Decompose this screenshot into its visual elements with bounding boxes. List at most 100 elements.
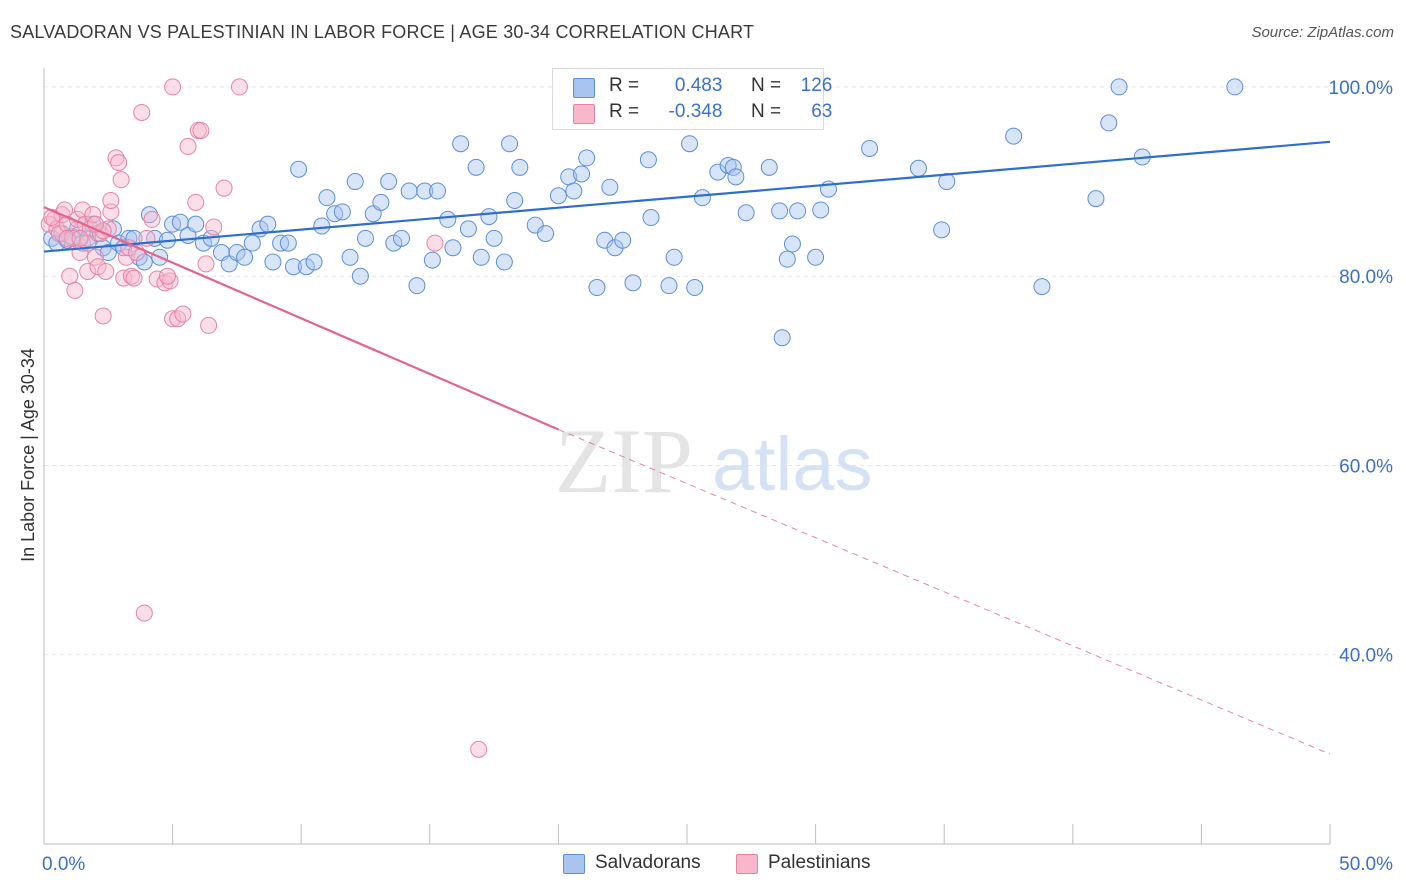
point-salvadoran [665, 248, 683, 266]
legend-r-value: -0.348 [668, 101, 723, 122]
legend-n-value: 126 [800, 75, 833, 96]
point-salvadoran [467, 158, 485, 176]
point-salvadoran [578, 149, 596, 167]
point-palestinian [192, 121, 210, 139]
x-tick-label: 0.0% [42, 854, 85, 875]
point-palestinian [200, 316, 218, 334]
chart-title: SALVADORAN VS PALESTINIAN IN LABOR FORCE… [10, 22, 755, 42]
point-salvadoran [279, 234, 297, 252]
y-tick-label: 100.0% [1329, 78, 1394, 99]
point-palestinian [66, 281, 84, 299]
point-salvadoran [264, 253, 282, 271]
point-salvadoran [372, 193, 390, 211]
point-salvadoran [724, 158, 742, 176]
point-palestinian [71, 229, 89, 247]
point-salvadoran [380, 173, 398, 191]
point-salvadoran [1087, 190, 1105, 208]
point-salvadoran [346, 173, 364, 191]
axes [43, 68, 1331, 845]
point-palestinian [158, 267, 176, 285]
point-salvadoran [408, 277, 426, 295]
point-salvadoran [140, 206, 158, 224]
point-salvadoran [313, 217, 331, 235]
point-salvadoran [429, 182, 447, 200]
point-salvadoran [861, 139, 879, 157]
point-palestinian [125, 269, 143, 287]
point-salvadoran [318, 189, 336, 207]
point-salvadoran [284, 258, 302, 276]
point-salvadoran [393, 229, 411, 247]
legend-r-label: R = [609, 101, 640, 122]
point-salvadoran [737, 204, 755, 222]
point-salvadoran [444, 239, 462, 257]
watermark: ZIP atlas [555, 410, 873, 512]
point-palestinian [230, 78, 248, 96]
point-salvadoran [760, 158, 778, 176]
point-salvadoran [333, 203, 351, 221]
point-salvadoran [549, 187, 567, 205]
tick-labels: 100.0% 80.0% 60.0% 40.0% 0.0% 50.0% [42, 78, 1393, 875]
point-salvadoran [573, 165, 591, 183]
point-salvadoran [495, 253, 513, 271]
trend-lines [43, 140, 1331, 755]
point-palestinian [84, 206, 102, 224]
point-salvadoran [423, 251, 441, 269]
point-salvadoran [439, 210, 457, 228]
point-palestinian [86, 248, 104, 266]
point-salvadoran [614, 231, 632, 249]
point-salvadoran [1005, 127, 1023, 145]
point-palestinian [61, 267, 79, 285]
point-salvadoran [472, 248, 490, 266]
point-salvadoran [459, 220, 477, 238]
y-tick-label: 80.0% [1339, 267, 1393, 288]
point-palestinian [148, 270, 166, 288]
point-salvadoran [642, 209, 660, 227]
bottom-legend-label: Palestinians [768, 852, 871, 873]
point-salvadoran [624, 274, 642, 292]
y-axis-label: In Labor Force | Age 30-34 [18, 348, 38, 562]
point-palestinian [205, 218, 223, 236]
point-salvadoran [1033, 278, 1051, 296]
point-salvadoran [1100, 114, 1118, 132]
point-salvadoran [1226, 78, 1244, 96]
point-palestinian [197, 255, 215, 273]
point-palestinian [133, 103, 151, 121]
chart-source: Source: ZipAtlas.com [1251, 24, 1394, 41]
stats-legend: R = 0.483 N = 126 R = -0.348 N = 63 [552, 68, 832, 130]
point-salvadoran [727, 168, 745, 186]
point-palestinian [164, 78, 182, 96]
point-palestinian [135, 604, 153, 622]
point-salvadoran [187, 215, 205, 233]
legend-swatch-pink [573, 104, 595, 124]
point-palestinian [187, 193, 205, 211]
point-salvadoran [709, 163, 727, 181]
point-palestinian [107, 149, 125, 167]
point-salvadoran [909, 159, 927, 177]
point-palestinian [110, 154, 128, 172]
point-salvadoran [485, 229, 503, 247]
point-salvadoran [601, 178, 619, 196]
point-salvadoran [588, 279, 606, 297]
watermark-atlas: atlas [712, 422, 873, 507]
point-palestinian [179, 138, 197, 156]
point-palestinian [79, 262, 97, 280]
point-salvadoran [783, 235, 801, 253]
point-salvadoran [771, 202, 789, 220]
point-salvadoran [501, 135, 519, 153]
legend-r-label: R = [609, 75, 640, 96]
y-tick-label: 60.0% [1339, 456, 1393, 477]
point-salvadoran [480, 208, 498, 226]
point-palestinian [112, 171, 130, 189]
point-salvadoran [933, 221, 951, 239]
point-salvadoran [452, 135, 470, 153]
point-salvadoran [351, 267, 369, 285]
point-palestinian [169, 310, 187, 328]
point-palestinian [58, 229, 76, 247]
point-palestinian [215, 179, 233, 197]
point-salvadoran [812, 201, 830, 219]
point-palestinian [161, 272, 179, 290]
y-tick-label: 40.0% [1339, 646, 1393, 667]
bottom-swatch-pink [736, 854, 758, 874]
point-salvadoran [807, 248, 825, 266]
point-salvadoran [416, 182, 434, 200]
